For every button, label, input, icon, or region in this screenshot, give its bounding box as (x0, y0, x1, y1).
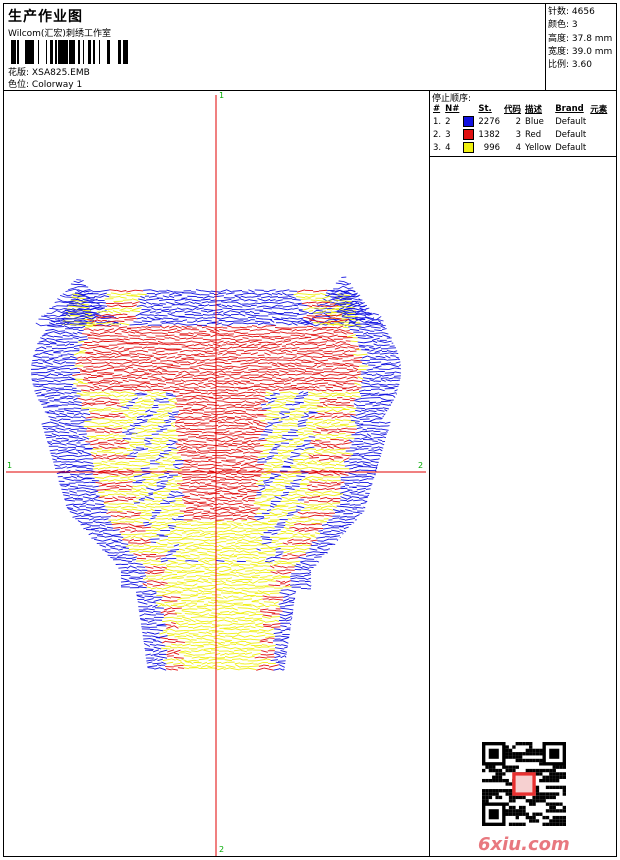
axis-label-left: 1 (7, 461, 13, 470)
stop-sequence-header-row: # N# St. 代码 描述 Brand 元素 (431, 102, 609, 115)
stop-row: 2. 3 1382 3 Red Default (431, 128, 609, 141)
design-width: 宽度: 39.0 mm (548, 46, 613, 57)
row-swatch (461, 141, 476, 154)
row-element (588, 115, 609, 128)
tiger-embroidery-image (30, 276, 402, 671)
row-needle: 3 (445, 129, 451, 140)
stop-sequence-panel: 停止顺序: # N# St. 代码 描述 Brand 元素 1. 2 2276 2 Bl… (430, 91, 616, 157)
row-stitches: 2276 (478, 116, 501, 127)
row-element (588, 128, 609, 141)
axis-label-bottom: 2 (219, 845, 225, 854)
color-swatch (463, 142, 475, 153)
col-description: 描述 (525, 104, 543, 115)
axis-label-right: 2 (418, 461, 424, 470)
row-brand: Default (555, 142, 587, 153)
row-description: Red (525, 129, 542, 140)
row-needle: 2 (445, 116, 451, 127)
design-preview: 1 2 1 2 (4, 91, 430, 856)
stop-sequence-table: # N# St. 代码 描述 Brand 元素 1. 2 2276 2 Blue Defa… (431, 102, 609, 154)
stats-panel: 针数: 4656 颜色: 3 高度: 37.8 mm 宽度: 39.0 mm 比… (545, 4, 616, 90)
row-swatch (461, 115, 476, 128)
col-needle: N# (445, 103, 460, 114)
row-code: 4 (515, 142, 522, 153)
col-index: # (433, 103, 441, 114)
row-swatch (461, 128, 476, 141)
stop-sequence-caption: 停止顺序: (432, 94, 472, 104)
row-brand: Default (555, 129, 587, 140)
header-panel: 生产作业图 Wilcom(汇宏)刺绣工作室 花版: XSA825.EMB 色位:… (4, 4, 616, 91)
row-stitches: 996 (483, 142, 501, 153)
stop-row: 3. 4 996 4 Yellow Default (431, 141, 609, 154)
color-count: 颜色: 3 (548, 20, 578, 31)
col-code: 代码 (504, 104, 522, 115)
row-needle: 4 (445, 142, 451, 153)
row-code: 3 (515, 129, 522, 140)
design-label: 花版: (8, 68, 30, 78)
stitch-count: 针数: 4656 (548, 7, 595, 17)
color-swatch (463, 129, 475, 140)
stop-row: 1. 2 2276 2 Blue Default (431, 115, 609, 128)
company-name: Wilcom(汇宏)刺绣工作室 (8, 29, 111, 39)
design-scale: 比例: 3.60 (548, 60, 592, 71)
row-stitches: 1382 (478, 129, 501, 140)
design-height: 高度: 37.8 mm (548, 33, 613, 44)
row-code: 2 (515, 116, 522, 127)
col-element: 元素 (590, 104, 608, 115)
row-brand: Default (555, 116, 587, 127)
row-description: Blue (525, 116, 544, 127)
embroidery-canvas (6, 95, 426, 856)
barcode-image (11, 40, 128, 64)
row-index: 1. (433, 116, 442, 127)
colorway-line: 色位: Colorway 1 (8, 77, 82, 90)
design-filename: XSA825.EMB (31, 68, 90, 78)
col-brand: Brand (555, 103, 584, 114)
color-swatch (463, 116, 475, 127)
colorway-value: Colorway 1 (31, 80, 83, 90)
col-stitches: St. (478, 103, 492, 114)
axis-label-top: 1 (219, 91, 225, 100)
watermark-logo: 6xiu.com (478, 834, 570, 855)
page-title: 生产作业图 (8, 9, 83, 25)
row-element (588, 141, 609, 154)
row-description: Yellow (525, 142, 552, 153)
colorway-label: 色位: (8, 80, 30, 90)
row-index: 2. (433, 129, 442, 140)
design-line: 花版: XSA825.EMB (8, 65, 90, 78)
row-index: 3. (433, 142, 442, 153)
worksheet: 生产作业图 Wilcom(汇宏)刺绣工作室 花版: XSA825.EMB 色位:… (3, 3, 617, 857)
qr-code-image (482, 742, 566, 826)
col-swatch (461, 102, 476, 115)
